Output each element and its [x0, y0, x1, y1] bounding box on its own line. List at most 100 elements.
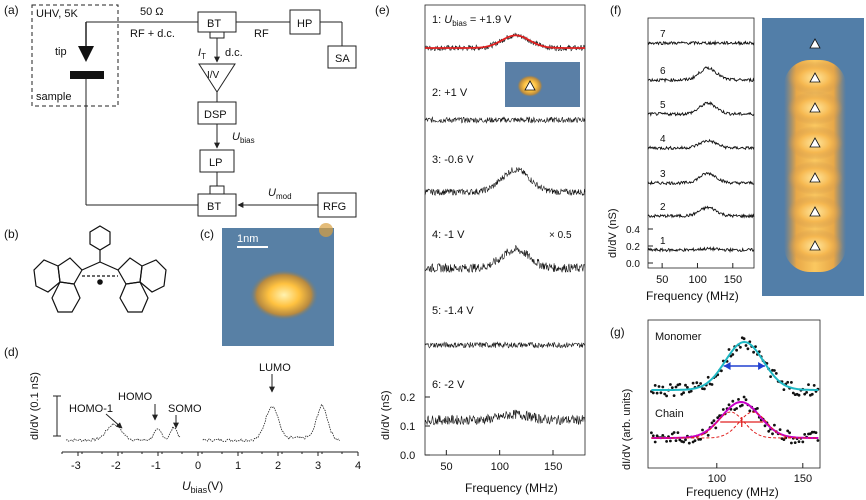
panel-f-trace-label: 6	[660, 66, 666, 77]
panel-g-ylabel: dI/dV (arb. units)	[621, 389, 633, 470]
panel-e-frame	[424, 4, 586, 456]
panel-g-xtick-label: 100	[708, 473, 726, 485]
chain-point	[712, 419, 716, 423]
chain-point	[682, 440, 685, 444]
chain-point	[756, 407, 759, 410]
chain-point	[721, 408, 725, 411]
stm-c-scale-label: 1nm	[237, 233, 258, 245]
chain-point	[731, 399, 735, 403]
monomer-point	[659, 391, 663, 395]
chain-point	[678, 438, 682, 442]
panel-e-spectra: (e) 1: Ubias = +1.9 V 2: +1 V 3: -0.6 V 4: …	[375, 3, 586, 495]
uhv-box	[31, 4, 119, 107]
chain-point	[767, 429, 771, 433]
monomer-fit	[651, 340, 819, 391]
tip-label: tip	[55, 46, 67, 58]
iv-label: I/V	[207, 70, 220, 81]
annot-somo: SOMO	[168, 403, 202, 415]
chain-point	[672, 431, 676, 434]
radical-dot	[97, 279, 103, 285]
monomer-point	[703, 387, 706, 391]
panel-d-xtick-label: -2	[111, 460, 121, 472]
panel-d-xtick-label: 4	[355, 460, 361, 472]
panel-label-g: (g)	[610, 325, 625, 339]
panel-f-xtick-label: 150	[724, 274, 742, 286]
panel-f-trace-label: 5	[660, 100, 666, 111]
annot-homo1: HOMO-1	[69, 403, 113, 415]
monomer-point	[746, 347, 750, 351]
monomer-point	[710, 383, 714, 386]
bond-right	[99, 261, 119, 271]
chain-point	[816, 439, 820, 442]
monomer-point	[651, 391, 655, 395]
panel-f-stm-marker	[809, 206, 821, 217]
chain-point	[653, 440, 657, 444]
iv-triangle	[198, 63, 236, 93]
rf-dc-label: RF + d.c.	[130, 28, 175, 40]
monomer-point	[791, 391, 795, 395]
monomer-point	[797, 393, 801, 397]
chain-point	[801, 440, 805, 444]
panel-f-xtick-label: 50	[656, 274, 668, 286]
rfg-box	[317, 192, 357, 218]
lp-label: LP	[209, 157, 222, 169]
chain-point	[687, 441, 691, 445]
chain-point	[782, 438, 786, 441]
ubias-label: Ubias	[232, 131, 255, 145]
left-five-ring	[57, 257, 83, 285]
monomer-point	[754, 345, 757, 348]
panel-label-c: (c)	[200, 227, 214, 241]
panel-f-trace-label: 3	[660, 169, 666, 180]
chain-point	[740, 403, 744, 407]
panel-e-xtick-label: 50	[440, 461, 452, 473]
panel-e-ytick-label: 0.1	[400, 421, 415, 433]
monomer-point	[752, 350, 755, 354]
panel-g-fits: (g) Monomer Chain dI/dV (arb. units) 100…	[610, 319, 821, 499]
rf-label: RF	[254, 28, 269, 40]
panel-f-xlabel: Frequency (MHz)	[646, 289, 739, 303]
monomer-point	[680, 392, 684, 396]
panel-a-circuit: (a) UHV, 5K tip sample 50 Ω RF + d.c. BT…	[4, 3, 357, 218]
panel-e-ytick-label: 0.2	[400, 392, 415, 404]
chain-point	[655, 434, 659, 438]
panel-f-trace	[647, 100, 755, 117]
panel-d-xtick-label: -1	[151, 460, 161, 472]
chain-point	[778, 428, 782, 431]
monomer-point	[812, 384, 816, 387]
right-five-ring	[117, 257, 143, 285]
panel-f-stm-marker	[809, 38, 821, 49]
monomer-fwhm-arrowhead	[758, 362, 765, 370]
panel-f-trace-label: 1	[660, 236, 666, 247]
monomer-point	[686, 386, 689, 389]
panel-f-trace	[647, 39, 755, 46]
monomer-point	[706, 375, 710, 379]
monomer-point	[663, 392, 667, 396]
monomer-point	[665, 394, 668, 398]
monomer-point	[661, 385, 665, 389]
panel-d-xtick-label: 3	[315, 460, 321, 472]
panel-e-trace	[424, 116, 586, 124]
panel-f-spectra: (f) 1 2 3 4 5 6 7 dI/dV (nS) 50 100 150 0.0 0.2 0.4…	[607, 3, 864, 303]
monomer-point	[670, 386, 674, 389]
monomer-point	[786, 380, 790, 384]
monomer-point	[810, 392, 814, 396]
sample-label: sample	[36, 91, 71, 103]
right-upper-ring	[139, 259, 167, 293]
panel-label-b: (b)	[4, 227, 19, 241]
monomer-point	[672, 394, 676, 397]
chain-point	[803, 433, 807, 436]
panel-g-xlabel: Frequency (MHz)	[686, 485, 779, 499]
panel-d-xtick-label: 1	[235, 460, 241, 472]
chain-point	[706, 433, 710, 437]
panel-d-curve	[65, 403, 340, 442]
chain-label: Chain	[655, 408, 684, 420]
panel-f-stm-marker	[809, 102, 821, 113]
chain-point	[737, 398, 740, 401]
right-lower-ring	[119, 281, 149, 313]
chain-point	[748, 409, 752, 413]
panel-e-trace-label: 6: -2 V	[432, 379, 465, 391]
chain-point	[773, 423, 776, 427]
chain-point	[716, 416, 720, 419]
stm-c-corner-blob	[319, 223, 333, 237]
panel-e-trace	[424, 244, 586, 273]
